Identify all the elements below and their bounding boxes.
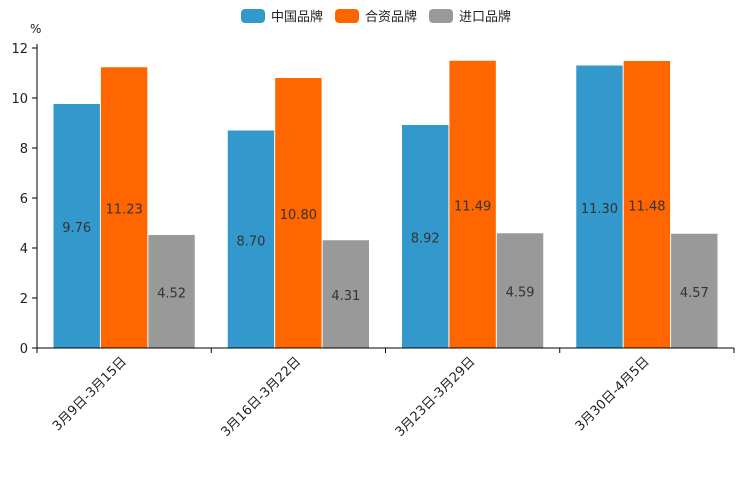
y-tick-label: 12 [11,42,28,57]
legend-swatch [335,9,359,23]
x-category-label: 3月9日-3月15日 [50,354,130,434]
bar [53,104,100,348]
bars: 9.76 11.23 4.52 8.70 10.80 4.31 8.92 11.49 4.59 1… [53,60,718,348]
legend-label: 中国品牌 [271,9,323,25]
data-label: 4.31 [331,289,360,304]
y-tick-label: 4 [20,242,28,257]
y-tick-label: 6 [20,192,28,207]
data-label: 4.59 [506,286,535,301]
y-tick-label: 8 [20,142,28,157]
bar [148,235,195,348]
x-axis: 3月9日-3月15日 3月16日-3月22日 3月23日-3月29日 3月30日-4月… [36,347,735,440]
bar [275,78,322,348]
legend-swatch [241,9,265,23]
legend-label: 合资品牌 [365,9,417,25]
bar [227,130,275,348]
legend-label: 进口品牌 [459,9,511,25]
y-tick-label: 10 [11,92,28,107]
data-label: 8.92 [411,232,440,247]
bar [496,233,544,348]
data-label: 11.48 [628,200,665,215]
x-category-label: 3月23日-3月29日 [393,354,479,440]
bar [623,61,671,348]
bar [671,233,718,348]
y-axis: 0 2 4 6 8 10 12 [11,42,38,357]
data-label: 11.23 [106,203,143,218]
bar [100,67,148,348]
data-label: 10.80 [280,208,317,223]
data-label: 11.49 [454,199,491,214]
legend-swatch [429,9,453,23]
bar [449,60,496,348]
bar [322,240,369,348]
legend: 中国品牌 合资品牌 进口品牌 [241,9,511,25]
data-label: 9.76 [62,221,91,236]
bar [576,65,623,348]
x-category-label: 3月30日-4月5日 [573,354,653,434]
data-label: 11.30 [581,202,618,217]
y-tick-label: 2 [20,292,28,307]
data-label: 4.52 [157,287,186,302]
bar [402,125,449,348]
data-label: 8.70 [236,234,265,249]
y-axis-unit-label: % [30,22,41,36]
data-label: 4.57 [680,286,709,301]
x-category-label: 3月16日-3月22日 [218,354,304,440]
y-tick-label: 0 [20,342,28,357]
